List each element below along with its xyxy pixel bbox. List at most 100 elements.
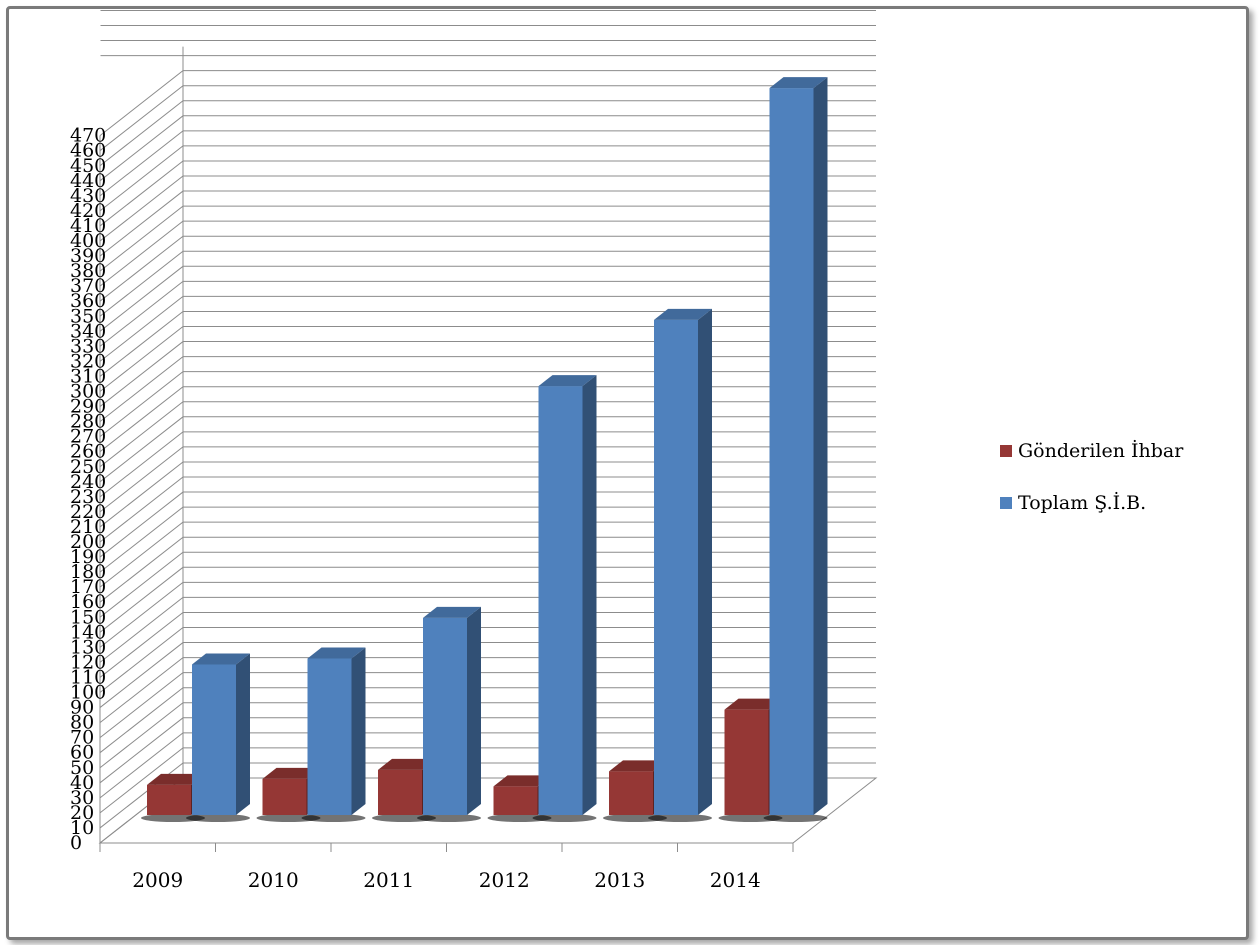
gridline-230 xyxy=(99,431,876,498)
bar-top-0-2013 xyxy=(609,760,667,772)
bar-shadow-1-2013 xyxy=(648,814,712,822)
y-tick-label-100: 100 xyxy=(70,682,106,704)
bar-shadow-0-2012 xyxy=(487,814,552,822)
bar-front-0-2010 xyxy=(262,778,307,815)
bar-front-0-2009 xyxy=(147,784,191,815)
y-tick-label-320: 320 xyxy=(70,350,106,372)
gridline-380 xyxy=(99,205,876,272)
gridline-50 xyxy=(99,702,876,769)
x-tick-label-2013: 2013 xyxy=(594,868,645,892)
bar-front-1-2009 xyxy=(192,664,236,815)
gridline-120 xyxy=(99,596,876,663)
bar-side-1-2012 xyxy=(582,375,597,815)
y-tick-label-50: 50 xyxy=(70,757,94,779)
gridline-390 xyxy=(99,190,876,257)
gridline-180 xyxy=(99,506,876,573)
gridline-420 xyxy=(99,145,876,212)
y-tick-label-180: 180 xyxy=(70,561,106,583)
gridline-160 xyxy=(99,536,876,603)
y-tick-label-250: 250 xyxy=(70,456,106,478)
y-tick-label-80: 80 xyxy=(70,712,94,734)
legend-item-1: Toplam Ş.İ.B. xyxy=(1000,490,1183,516)
gridline-130 xyxy=(99,581,876,648)
y-tick-label-410: 410 xyxy=(70,215,106,237)
bar-side-1-2013 xyxy=(698,308,712,815)
chart-walls xyxy=(99,46,184,843)
gridline-430 xyxy=(99,130,876,197)
y-tick-label-90: 90 xyxy=(70,697,94,719)
gridline-360 xyxy=(99,235,876,302)
bar-top-1-2013 xyxy=(654,308,712,320)
gridline-220 xyxy=(99,446,876,513)
gridline-240 xyxy=(99,416,876,483)
bar-front-0-2013 xyxy=(609,771,653,815)
x-tick-label-2012: 2012 xyxy=(479,868,530,892)
legend-swatch-1 xyxy=(1000,497,1012,509)
bar-top-1-2009 xyxy=(192,653,250,665)
gridline-140 xyxy=(99,566,876,633)
bar-front-1-2010 xyxy=(307,658,352,815)
bar-Toplam Ş.İ.B.-2009 xyxy=(186,653,250,822)
gridline-150 xyxy=(99,551,876,618)
bar-front-0-2014 xyxy=(724,709,769,815)
gridline-100 xyxy=(99,627,876,693)
bar-front-1-2012 xyxy=(538,386,583,815)
gridlines xyxy=(99,9,876,844)
y-tick-label-120: 120 xyxy=(70,651,106,673)
y-tick-label-40: 40 xyxy=(70,772,94,794)
y-tick-label-290: 290 xyxy=(70,396,106,418)
legend-label-0: Gönderilen İhbar xyxy=(1018,440,1184,462)
gridline-300 xyxy=(99,326,876,392)
bar-Gönderilen İhbar-2013 xyxy=(603,760,667,822)
bar-shadow-1-2010 xyxy=(301,814,366,822)
gridline-80 xyxy=(99,657,876,723)
bar-shadow-1-2011 xyxy=(417,814,481,822)
y-tick-label-350: 350 xyxy=(70,305,106,327)
y-tick-label-360: 360 xyxy=(70,290,106,312)
y-tick-label-400: 400 xyxy=(70,230,106,252)
bar-shadow-1-2009 xyxy=(186,814,250,822)
bar-shadow-1-2012 xyxy=(532,814,597,822)
x-tick-label-2014: 2014 xyxy=(710,868,761,892)
gridline-270 xyxy=(99,371,876,438)
bar-side-1-2014 xyxy=(813,77,828,815)
bar-top-1-2010 xyxy=(307,647,366,659)
bar-Toplam Ş.İ.B.-2010 xyxy=(301,647,366,822)
y-tick-label-170: 170 xyxy=(70,576,106,598)
bar-shadow-0-2014 xyxy=(718,814,783,822)
bar-side-1-2011 xyxy=(467,606,481,815)
gridline-450 xyxy=(99,100,876,167)
y-tick-label-110: 110 xyxy=(70,666,106,688)
gridline-260 xyxy=(99,386,876,453)
x-axis: 2009 2010 2011 2012 2013 2014 xyxy=(99,843,794,892)
y-tick-label-310: 310 xyxy=(70,365,106,387)
gridline-320 xyxy=(99,295,876,362)
y-tick-label-440: 440 xyxy=(70,170,106,192)
y-tick-label-390: 390 xyxy=(70,245,106,267)
y-tick-label-190: 190 xyxy=(70,546,106,568)
bar-top-0-2010 xyxy=(262,767,321,779)
y-tick-label-60: 60 xyxy=(70,742,94,764)
y-tick-label-430: 430 xyxy=(70,185,106,207)
gridline-310 xyxy=(99,310,876,377)
bar-front-1-2014 xyxy=(769,88,814,815)
gridline-330 xyxy=(99,280,876,347)
bar-shadow-0-2011 xyxy=(372,814,436,822)
legend-label-1: Toplam Ş.İ.B. xyxy=(1018,492,1147,514)
bar-Gönderilen İhbar-2009 xyxy=(141,773,205,822)
gridline-30 xyxy=(99,732,876,799)
y-tick-label-150: 150 xyxy=(70,606,106,628)
gridline-370 xyxy=(99,220,876,287)
y-tick-label-340: 340 xyxy=(70,320,106,342)
y-tick-label-450: 450 xyxy=(70,155,106,177)
legend: Gönderilen İhbar Toplam Ş.İ.B. xyxy=(1000,438,1183,542)
gridline-440 xyxy=(99,115,876,182)
bar-side-1-2010 xyxy=(351,647,366,815)
y-tick-label-20: 20 xyxy=(70,802,94,824)
bar-top-0-2011 xyxy=(378,758,436,770)
y-tick-label-140: 140 xyxy=(70,621,106,643)
y-tick-label-270: 270 xyxy=(70,426,106,448)
x-tick-label-2010: 2010 xyxy=(248,868,299,892)
gridline-200 xyxy=(99,476,876,543)
bar-front-0-2011 xyxy=(378,769,422,815)
